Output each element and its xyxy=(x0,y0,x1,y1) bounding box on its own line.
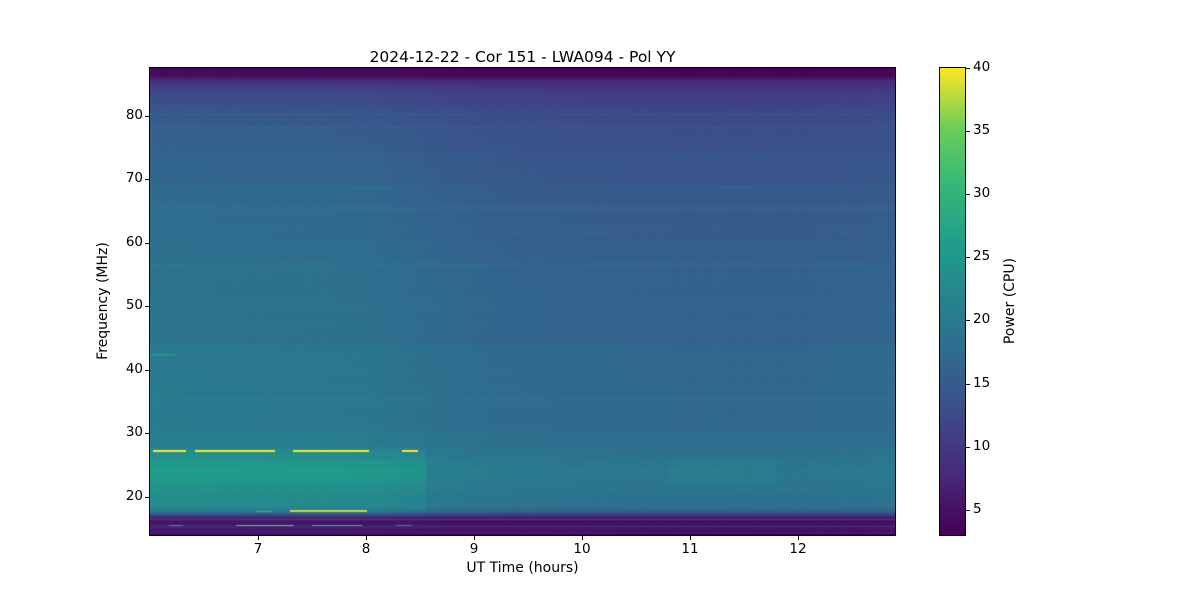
x-tick-mark xyxy=(258,536,259,540)
colorbar-gradient xyxy=(940,68,965,535)
y-tick-label: 60 xyxy=(125,234,143,250)
y-tick-mark xyxy=(145,370,149,371)
colorbar-label: Power (CPU) xyxy=(1002,257,1018,345)
x-tick-mark xyxy=(474,536,475,540)
x-tick-mark xyxy=(582,536,583,540)
y-tick-label: 20 xyxy=(125,488,143,504)
colorbar-tick-mark xyxy=(966,384,970,385)
x-tick-label: 8 xyxy=(361,541,371,557)
colorbar-tick-mark xyxy=(966,447,970,448)
colorbar-tick-label: 5 xyxy=(973,501,982,517)
colorbar-tick-mark xyxy=(966,68,970,69)
x-tick-label: 10 xyxy=(573,541,591,557)
colorbar-tick-label: 15 xyxy=(973,375,991,391)
colorbar-tick-label: 40 xyxy=(973,59,991,75)
y-tick-label: 70 xyxy=(125,170,143,186)
colorbar-tick-label: 35 xyxy=(973,122,991,138)
x-tick-mark xyxy=(690,536,691,540)
y-tick-mark xyxy=(145,243,149,244)
colorbar-tick-label: 10 xyxy=(973,438,991,454)
y-tick-mark xyxy=(145,116,149,117)
x-tick-mark xyxy=(366,536,367,540)
colorbar xyxy=(939,67,966,536)
colorbar-tick-label: 30 xyxy=(973,185,991,201)
y-tick-label: 40 xyxy=(125,361,143,377)
x-tick-label: 12 xyxy=(789,541,807,557)
x-tick-mark xyxy=(798,536,799,540)
x-axis-label: UT Time (hours) xyxy=(466,560,579,576)
spectrogram-heatmap xyxy=(150,68,895,535)
y-tick-label: 30 xyxy=(125,424,143,440)
y-tick-mark xyxy=(145,497,149,498)
y-tick-mark xyxy=(145,306,149,307)
colorbar-tick-mark xyxy=(966,320,970,321)
colorbar-tick-mark xyxy=(966,131,970,132)
chart-title: 2024-12-22 - Cor 151 - LWA094 - Pol YY xyxy=(369,48,676,66)
x-tick-label: 9 xyxy=(469,541,479,557)
x-tick-label: 11 xyxy=(681,541,699,557)
colorbar-tick-mark xyxy=(966,257,970,258)
plot-area xyxy=(149,67,896,536)
colorbar-tick-mark xyxy=(966,194,970,195)
x-tick-label: 7 xyxy=(253,541,263,557)
colorbar-tick-label: 20 xyxy=(973,311,991,327)
y-tick-label: 80 xyxy=(125,107,143,123)
y-tick-label: 50 xyxy=(125,297,143,313)
colorbar-tick-mark xyxy=(966,510,970,511)
y-tick-mark xyxy=(145,179,149,180)
y-tick-mark xyxy=(145,433,149,434)
colorbar-tick-label: 25 xyxy=(973,248,991,264)
